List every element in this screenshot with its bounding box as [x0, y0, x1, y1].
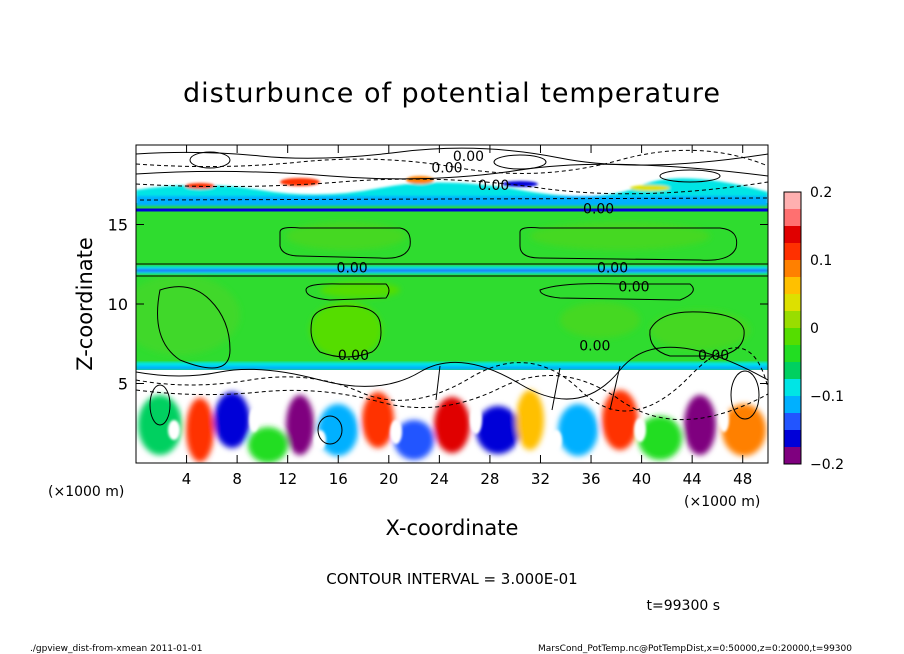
- contour-label: 0.00: [453, 149, 484, 165]
- footer-right: MarsCond_PotTemp.nc@PotTempDist,x=0:5000…: [538, 644, 852, 654]
- x-tick-label: 8: [232, 470, 242, 488]
- bottom-layer: [136, 370, 768, 463]
- colorbar-swatch: [784, 226, 801, 243]
- contour-label: 0.00: [431, 160, 462, 176]
- colorbar-tick-label: 0.1: [810, 253, 832, 269]
- x-tick-label: 24: [430, 470, 449, 488]
- contour-interval-label: CONTOUR INTERVAL = 3.000E-01: [326, 570, 577, 588]
- x-tick-label: 40: [632, 470, 651, 488]
- colorbar-swatch: [784, 311, 801, 328]
- colorbar-swatch: [784, 192, 801, 209]
- x-tick-label: 28: [480, 470, 499, 488]
- x-tick-label: 48: [733, 470, 752, 488]
- colorbar-tick-label: −0.1: [810, 389, 844, 405]
- contour-label: 0.00: [337, 260, 368, 276]
- y-tick-label: 15: [108, 216, 128, 235]
- colorbar-swatch: [784, 243, 801, 260]
- lower-band: [136, 362, 768, 370]
- chart-title: disturbunce of potential temperature: [183, 78, 721, 109]
- colorbar-swatch: [784, 294, 801, 311]
- mid-band: [136, 266, 768, 274]
- colorbar: [783, 191, 802, 465]
- colorbar-ticks: 0.2 0.1 0 −0.1 −0.2: [810, 185, 844, 473]
- x-unit-right: (×1000 m): [684, 494, 760, 510]
- contour-label: 0.00: [579, 338, 610, 354]
- time-label: t=99300 s: [647, 598, 721, 614]
- colorbar-swatch: [784, 362, 801, 379]
- colorbar-swatch: [784, 277, 801, 294]
- contour-label: 0.00: [698, 348, 729, 364]
- contour-label: 0.00: [597, 260, 628, 276]
- colorbar-swatch: [784, 345, 801, 362]
- colorbar-frame: [783, 191, 802, 465]
- colorbar-swatch: [784, 396, 801, 413]
- contour-label: 0.00: [618, 280, 649, 296]
- x-axis: 4 8 12 16 20 24 28 32 36 40 44 48: [182, 145, 752, 488]
- x-axis-label: X-coordinate: [386, 516, 519, 540]
- colorbar-tick-label: 0: [810, 321, 819, 337]
- colorbar-swatch: [784, 379, 801, 396]
- y-tick-label: 5: [118, 375, 128, 394]
- colorbar-swatch: [784, 413, 801, 430]
- x-tick-label: 44: [683, 470, 702, 488]
- contour-label: 0.00: [338, 348, 369, 364]
- colorbar-tick-label: −0.2: [810, 457, 844, 473]
- colorbar-swatch: [784, 328, 801, 345]
- x-unit-left: (×1000 m): [48, 484, 124, 500]
- x-tick-label: 16: [329, 470, 348, 488]
- y-axis-label: Z-coordinate: [73, 237, 97, 371]
- x-tick-label: 32: [531, 470, 550, 488]
- y-axis: 5 10 15: [108, 216, 768, 394]
- green-patches: [136, 222, 750, 358]
- colorbar-swatch: [784, 260, 801, 277]
- colorbar-swatch: [784, 447, 801, 464]
- contour-labels: 0.000.000.000.000.00 0.000.000.000.000.00: [337, 149, 730, 364]
- contour-lines: [136, 147, 768, 445]
- colorbar-swatch: [784, 209, 801, 226]
- footer-left: ./gpview_dist-from-xmean 2011-01-01: [30, 644, 202, 654]
- colorbar-swatch: [784, 430, 801, 447]
- y-tick-label: 10: [108, 295, 128, 314]
- x-tick-label: 4: [182, 470, 192, 488]
- contour-label: 0.00: [583, 202, 614, 218]
- plot-area: 0.000.000.000.000.00 0.000.000.000.000.00: [136, 145, 768, 463]
- x-tick-label: 12: [278, 470, 297, 488]
- x-tick-label: 20: [379, 470, 398, 488]
- colorbar-tick-label: 0.2: [810, 185, 832, 201]
- x-tick-label: 36: [581, 470, 600, 488]
- contour-label: 0.00: [478, 178, 509, 194]
